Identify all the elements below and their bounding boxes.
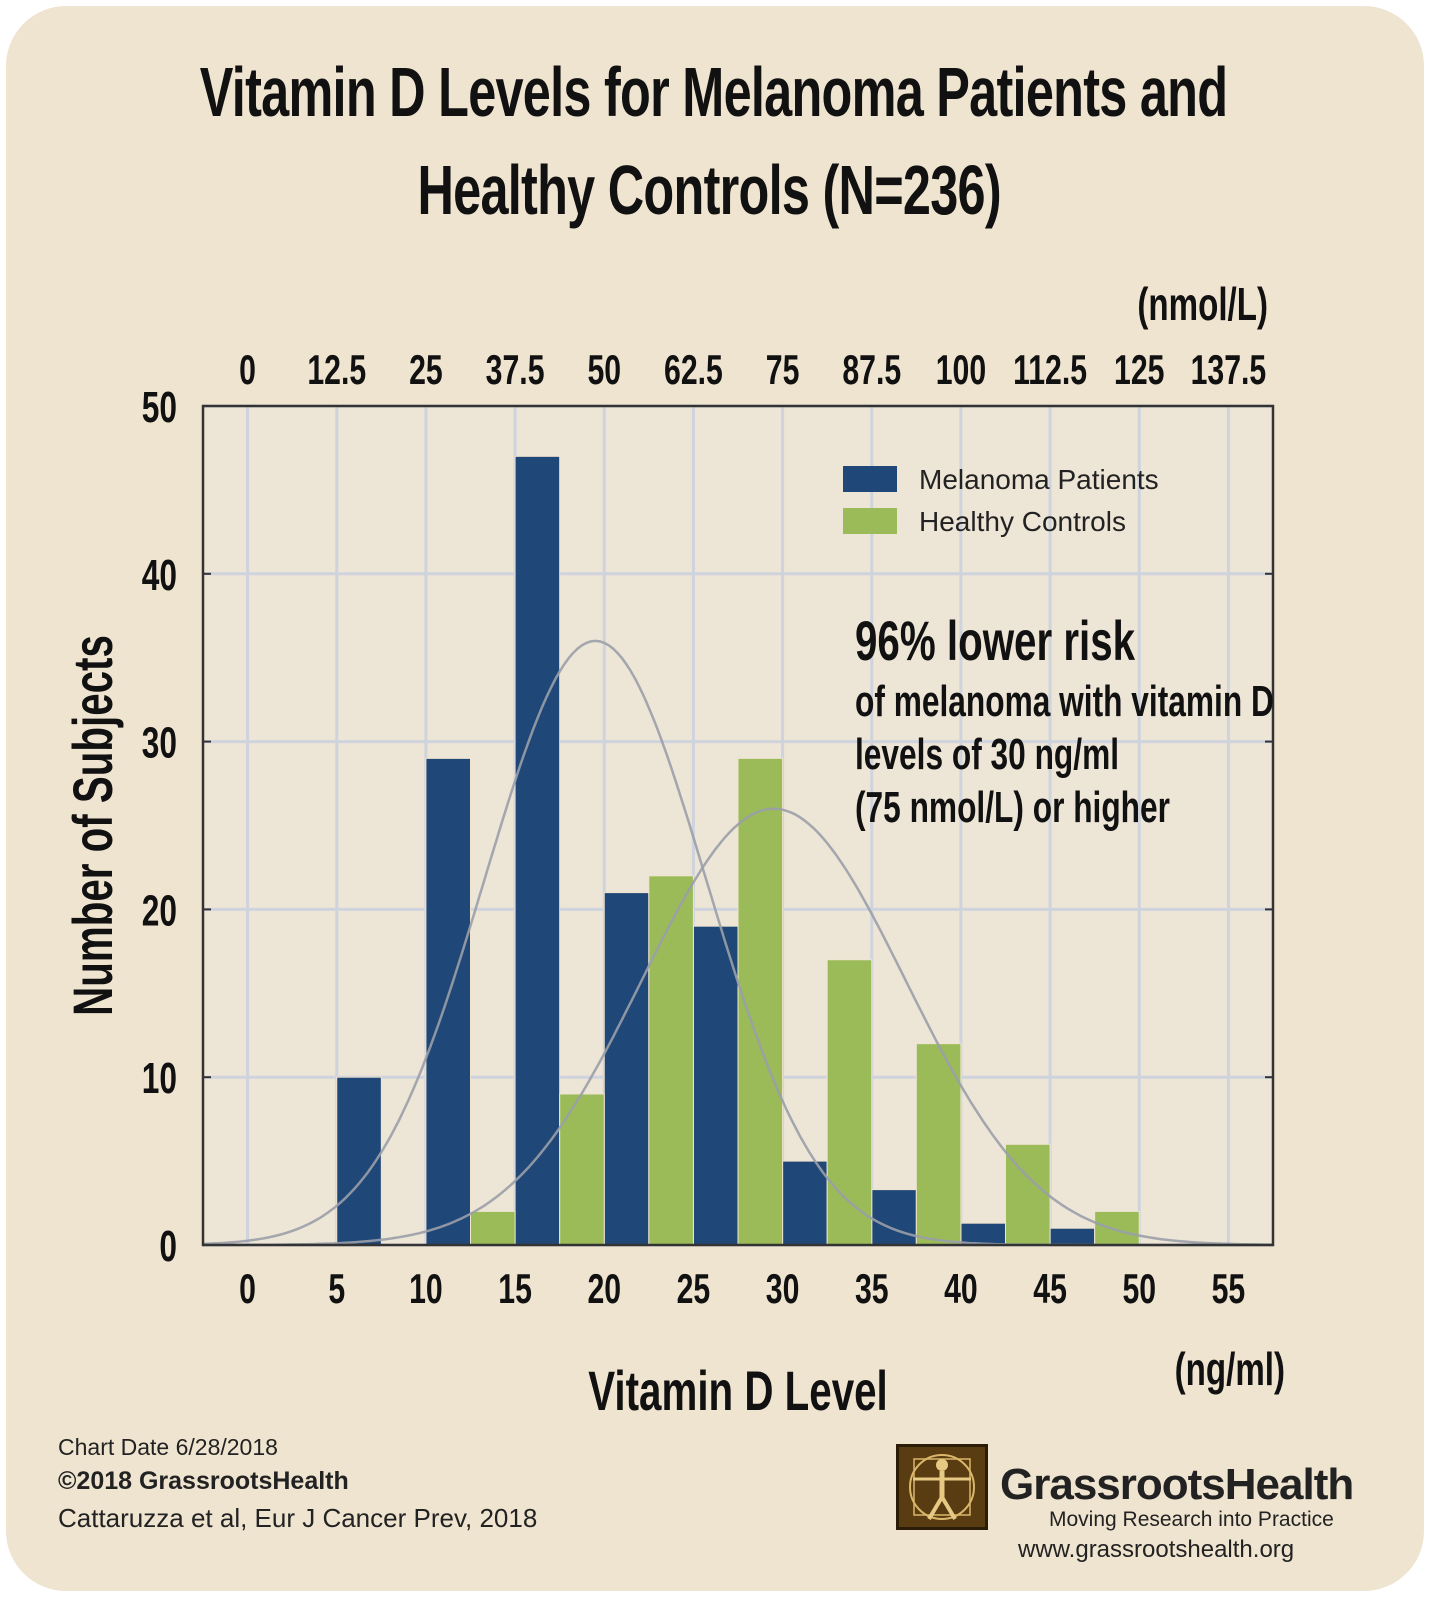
y-axis-title: Number of Subjects [63,635,125,1016]
legend-swatch [843,508,897,534]
x-unit-label: (ng/ml) [1175,1345,1285,1395]
y-tick-label: 10 [142,1054,177,1103]
x-tick-label: 5 [328,1265,345,1312]
fit-curve-controls [203,807,1274,1247]
x2-tick-label: 50 [587,346,621,393]
bar-melanoma-patients [603,892,650,1246]
x2-tick-label: 37.5 [486,346,545,393]
chart-title-line-2: Healthy Controls (N=236) [417,151,1001,229]
x2-tick-label: 0 [239,346,256,393]
annotation-line: levels of 30 ng/ml [855,730,1119,779]
annotation-line: (75 nmol/L) or higher [855,783,1170,832]
x-tick-label: 30 [766,1265,800,1312]
chart-title-line-1: Vitamin D Levels for Melanoma Patients a… [199,53,1228,131]
x-tick-label: 0 [239,1265,256,1312]
x-tick-label: 45 [1033,1265,1067,1312]
bar-melanoma-patients [514,455,561,1246]
bar-healthy-controls [915,1043,962,1246]
legend-label: Healthy Controls [919,506,1126,537]
bar-melanoma-patients [692,925,739,1246]
x-tick-label: 55 [1212,1265,1246,1312]
x-tick-label: 50 [1122,1265,1156,1312]
legend-swatch [843,466,897,492]
y-tick-label: 30 [142,719,177,768]
bar-melanoma-patients [871,1189,917,1246]
x2-unit-label: (nmol/L) [1137,280,1268,330]
legend-label: Melanoma Patients [919,464,1159,495]
bar-healthy-controls [648,875,694,1246]
x-tick-label: 10 [409,1265,443,1312]
x2-tick-label: 25 [409,346,443,393]
x-tick-label: 25 [677,1265,711,1312]
y-tick-label: 20 [142,886,177,935]
brand-url: www.grassrootshealth.org [1018,1536,1295,1563]
x2-tick-label: 100 [936,346,986,393]
brand-logo [896,1444,988,1530]
brand-tagline: Moving Research into Practice [1049,1508,1334,1531]
x-axis-title: Vitamin D Level [588,1361,887,1423]
annotation-line: of melanoma with vitamin D [855,677,1274,726]
bar-healthy-controls [470,1210,516,1246]
x-tick-label: 15 [498,1265,532,1312]
x2-tick-label: 87.5 [842,346,901,393]
x-tick-label: 40 [944,1265,978,1312]
x-tick-label: 20 [587,1265,621,1312]
histogram-chart: 0 10 20 30 40 50 0 5 10 15 20 25 30 35 40 45 50 55 0 12.5 25… [63,280,1285,1423]
copyright: ©2018 GrassrootsHealth [58,1467,349,1495]
bar-melanoma-patients [425,757,471,1246]
citation: Cattaruzza et al, Eur J Cancer Prev, 201… [58,1503,538,1533]
x2-tick-label: 112.5 [1013,346,1087,393]
bar-melanoma-patients [1049,1227,1096,1246]
x2-tick-label: 12.5 [307,346,366,393]
plot-frame [201,404,1275,1247]
y-tick-label: 0 [159,1222,177,1271]
x2-tick-label: 125 [1114,346,1164,393]
chart-date: Chart Date 6/28/2018 [58,1434,278,1460]
bar-healthy-controls [559,1093,605,1246]
bar-melanoma-patients [782,1160,828,1246]
brand-name: GrassrootsHealth [1000,1460,1354,1509]
bar-melanoma-patients [336,1076,382,1246]
annotation-headline: 96% lower risk [855,611,1136,673]
y-tick-label: 50 [142,383,177,432]
x2-tick-label: 137.5 [1191,346,1267,393]
bar-healthy-controls [1094,1210,1140,1246]
x2-tick-label: 75 [766,346,800,393]
vitruvian-man-icon [909,1454,975,1521]
y-tick-label: 40 [142,551,177,600]
bar-healthy-controls [826,959,873,1246]
x-tick-label: 35 [855,1265,889,1312]
x2-tick-label: 62.5 [664,346,723,393]
